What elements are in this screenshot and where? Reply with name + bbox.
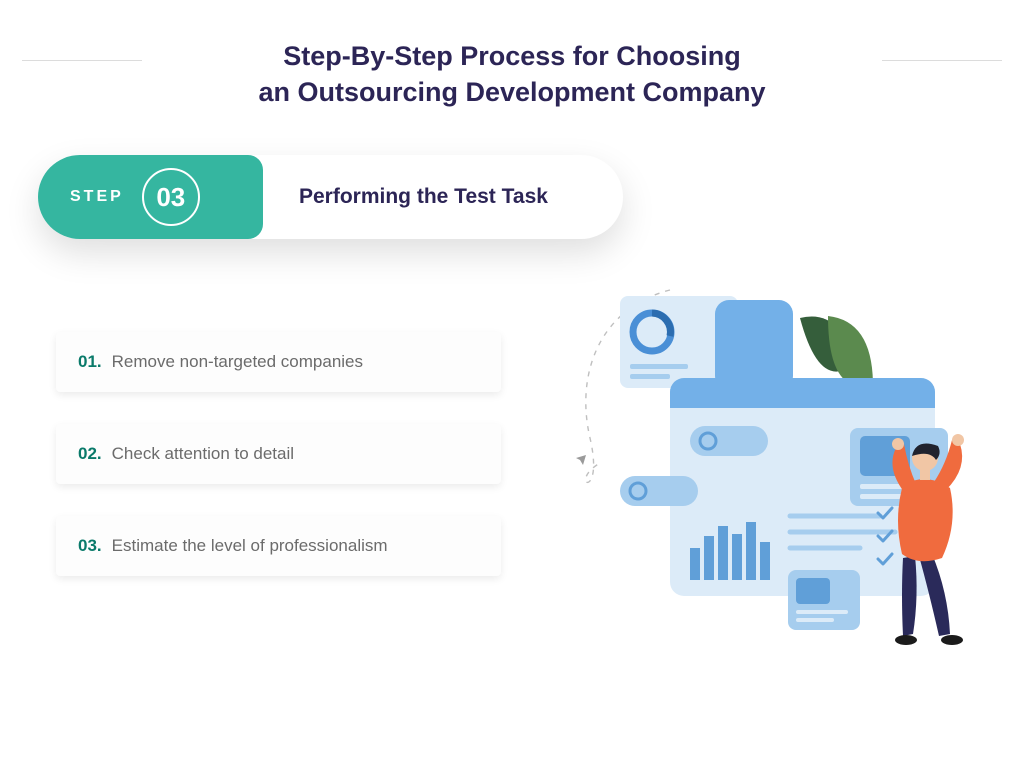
title-line1: Step-By-Step Process for Choosing bbox=[283, 41, 741, 71]
step-bar: STEP 03 Performing the Test Task bbox=[38, 155, 623, 239]
list-item: 02. Check attention to detail bbox=[56, 424, 501, 484]
header-rule-left bbox=[22, 60, 142, 61]
list-item-text: Remove non-targeted companies bbox=[112, 352, 363, 372]
list-item-text: Check attention to detail bbox=[112, 444, 294, 464]
list-item: 03. Estimate the level of professionalis… bbox=[56, 516, 501, 576]
step-badge: STEP 03 bbox=[38, 155, 263, 239]
substep-list: 01. Remove non-targeted companies 02. Ch… bbox=[56, 332, 501, 576]
cursor-icon bbox=[576, 455, 586, 465]
list-item: 01. Remove non-targeted companies bbox=[56, 332, 501, 392]
list-item-number: 03. bbox=[78, 536, 102, 556]
step-title: Performing the Test Task bbox=[299, 185, 548, 209]
list-item-number: 02. bbox=[78, 444, 102, 464]
person-icon bbox=[892, 434, 964, 645]
page-title: Step-By-Step Process for Choosing an Out… bbox=[20, 38, 1004, 111]
pill-icon bbox=[620, 476, 698, 506]
header-rule-right bbox=[882, 60, 1002, 61]
step-label: STEP bbox=[70, 188, 124, 206]
pill-icon bbox=[690, 426, 768, 456]
dashboard-illustration bbox=[560, 278, 990, 668]
step-number: 03 bbox=[142, 168, 200, 226]
list-item-number: 01. bbox=[78, 352, 102, 372]
leaf-icon bbox=[828, 316, 873, 387]
floating-card-icon bbox=[715, 300, 793, 390]
header: Step-By-Step Process for Choosing an Out… bbox=[0, 0, 1024, 121]
title-line2: an Outsourcing Development Company bbox=[258, 77, 765, 107]
mini-card-icon bbox=[788, 570, 860, 630]
list-item-text: Estimate the level of professionalism bbox=[112, 536, 388, 556]
